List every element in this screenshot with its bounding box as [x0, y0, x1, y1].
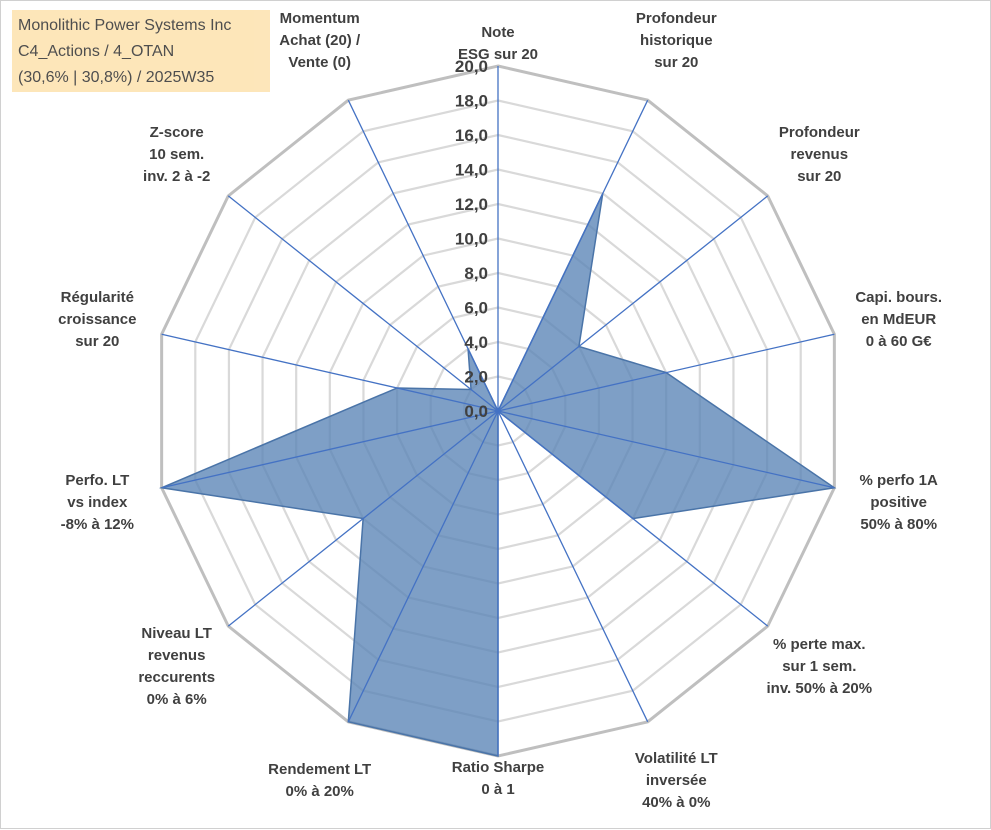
tick-label: 8,0	[464, 264, 488, 283]
axis-label-line: Z-score	[143, 122, 210, 144]
tick-label: 18,0	[455, 92, 488, 111]
axis-label-line: Volatilité LT	[635, 748, 718, 770]
axis-label-line: vs index	[61, 492, 134, 514]
tick-label: 4,0	[464, 333, 488, 352]
axis-label-line: revenus	[779, 144, 860, 166]
tick-label: 14,0	[455, 161, 488, 180]
axis-label-line: inv. 2 à -2	[143, 166, 210, 188]
title-line-1: Monolithic Power Systems Inc	[18, 13, 264, 39]
axis-label-line: % perfo 1A	[860, 470, 938, 492]
title-box: Monolithic Power Systems Inc C4_Actions …	[12, 10, 270, 92]
axis-label-line: Profondeur	[779, 122, 860, 144]
axis-label-line: 0 à 1	[452, 779, 545, 801]
axis-label-line: sur 20	[779, 166, 860, 188]
axis-label-line: en MdEUR	[855, 309, 942, 331]
axis-label-line: Achat (20) /	[279, 30, 360, 52]
title-line-2: C4_Actions / 4_OTAN	[18, 39, 264, 65]
title-line-3: (30,6% | 30,8%) / 2025W35	[18, 65, 264, 91]
axis-label-line: Niveau LT	[138, 623, 215, 645]
axis-label-line: % perte max.	[766, 634, 872, 656]
axis-label-line: Capi. bours.	[855, 287, 942, 309]
axis-label-line: sur 20	[58, 331, 136, 353]
axis-label-line: ESG sur 20	[458, 44, 538, 66]
axis-label-line: Régularité	[58, 287, 136, 309]
axis-label-line: Note	[458, 22, 538, 44]
axis-label-line: 0% à 20%	[268, 781, 371, 803]
axis-label-line: -8% à 12%	[61, 514, 134, 536]
axis-label-line: Profondeur	[636, 8, 717, 30]
axis-label-line: Rendement LT	[268, 759, 371, 781]
axis-label-line: 40% à 0%	[635, 792, 718, 814]
axis-label-line: Momentum	[279, 8, 360, 30]
axis-label-line: 0% à 6%	[138, 689, 215, 711]
tick-label: 12,0	[455, 195, 488, 214]
axis-label-line: reccurents	[138, 667, 215, 689]
axis-label-line: inversée	[635, 770, 718, 792]
tick-label: 6,0	[464, 299, 488, 318]
tick-label: 2,0	[464, 368, 488, 387]
tick-label: 0,0	[464, 402, 488, 421]
axis-label-line: Perfo. LT	[61, 470, 134, 492]
axis-label-line: historique	[636, 30, 717, 52]
tick-label: 16,0	[455, 126, 488, 145]
axis-label: % perte max.sur 1 sem.inv. 50% à 20%	[766, 634, 872, 700]
axis-label-line: sur 1 sem.	[766, 656, 872, 678]
axis-label-line: inv. 50% à 20%	[766, 678, 872, 700]
axis-label-line: Vente (0)	[279, 52, 360, 74]
axis-label-line: Ratio Sharpe	[452, 757, 545, 779]
axis-label-line: positive	[860, 492, 938, 514]
axis-label-line: 10 sem.	[143, 144, 210, 166]
axis-label-line: 0 à 60 G€	[855, 331, 942, 353]
axis-label-line: 50% à 80%	[860, 514, 938, 536]
tick-label: 10,0	[455, 230, 488, 249]
axis-label-line: revenus	[138, 645, 215, 667]
axis-label-line: sur 20	[636, 52, 717, 74]
axis-label-line: croissance	[58, 309, 136, 331]
